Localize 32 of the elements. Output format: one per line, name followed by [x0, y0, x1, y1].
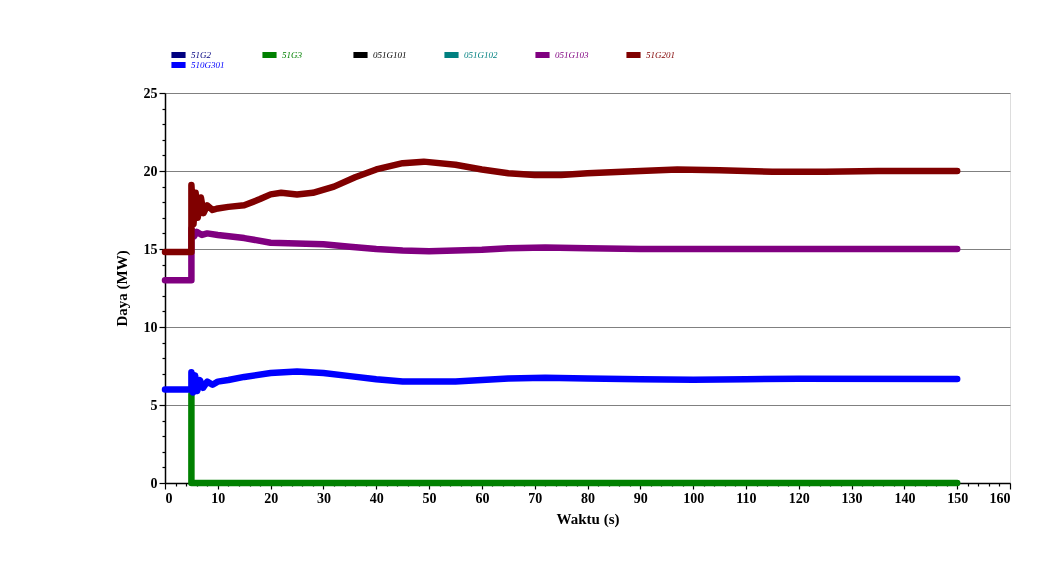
x-tick-label: 70: [528, 490, 543, 506]
x-tick-label: 80: [581, 490, 595, 506]
x-tick-label: 40: [369, 490, 384, 506]
legend-label: 51G3: [282, 50, 303, 60]
legend-label: 051G101: [373, 50, 407, 60]
x-tick-label: 130: [841, 490, 863, 506]
x-tick-label: 160: [989, 490, 1011, 506]
x-tick-label: 30: [316, 490, 331, 506]
x-tick-label: 50: [422, 490, 437, 506]
y-tick-label: 25: [143, 85, 158, 101]
x-tick-label: 120: [788, 490, 810, 506]
x-tick-label: 10: [211, 490, 226, 506]
y-tick-label: 20: [143, 163, 158, 179]
x-tick-label: 20: [264, 490, 279, 506]
x-tick-label: 100: [683, 490, 705, 506]
y-tick-label: 10: [143, 319, 158, 335]
x-tick-label: 60: [475, 490, 490, 506]
x-tick-label: 150: [947, 490, 969, 506]
x-tick-label: 0: [165, 490, 173, 506]
x-axis-title: Waktu (s): [556, 510, 620, 528]
x-tick-label: 90: [633, 490, 648, 506]
x-tick-label: 140: [894, 490, 916, 506]
y-axis-title: Daya (MW): [113, 250, 131, 327]
y-tick-label: 15: [143, 241, 158, 257]
legend-label: 051G103: [555, 50, 589, 60]
y-tick-label: 5: [150, 397, 158, 413]
legend-label: 51G201: [646, 50, 675, 60]
y-tick-label: 0: [150, 475, 158, 491]
legend-label: 51G2: [191, 50, 212, 60]
legend-label: 510G301: [191, 60, 225, 70]
legend-label: 051G102: [464, 50, 498, 60]
x-tick-label: 110: [736, 490, 757, 506]
